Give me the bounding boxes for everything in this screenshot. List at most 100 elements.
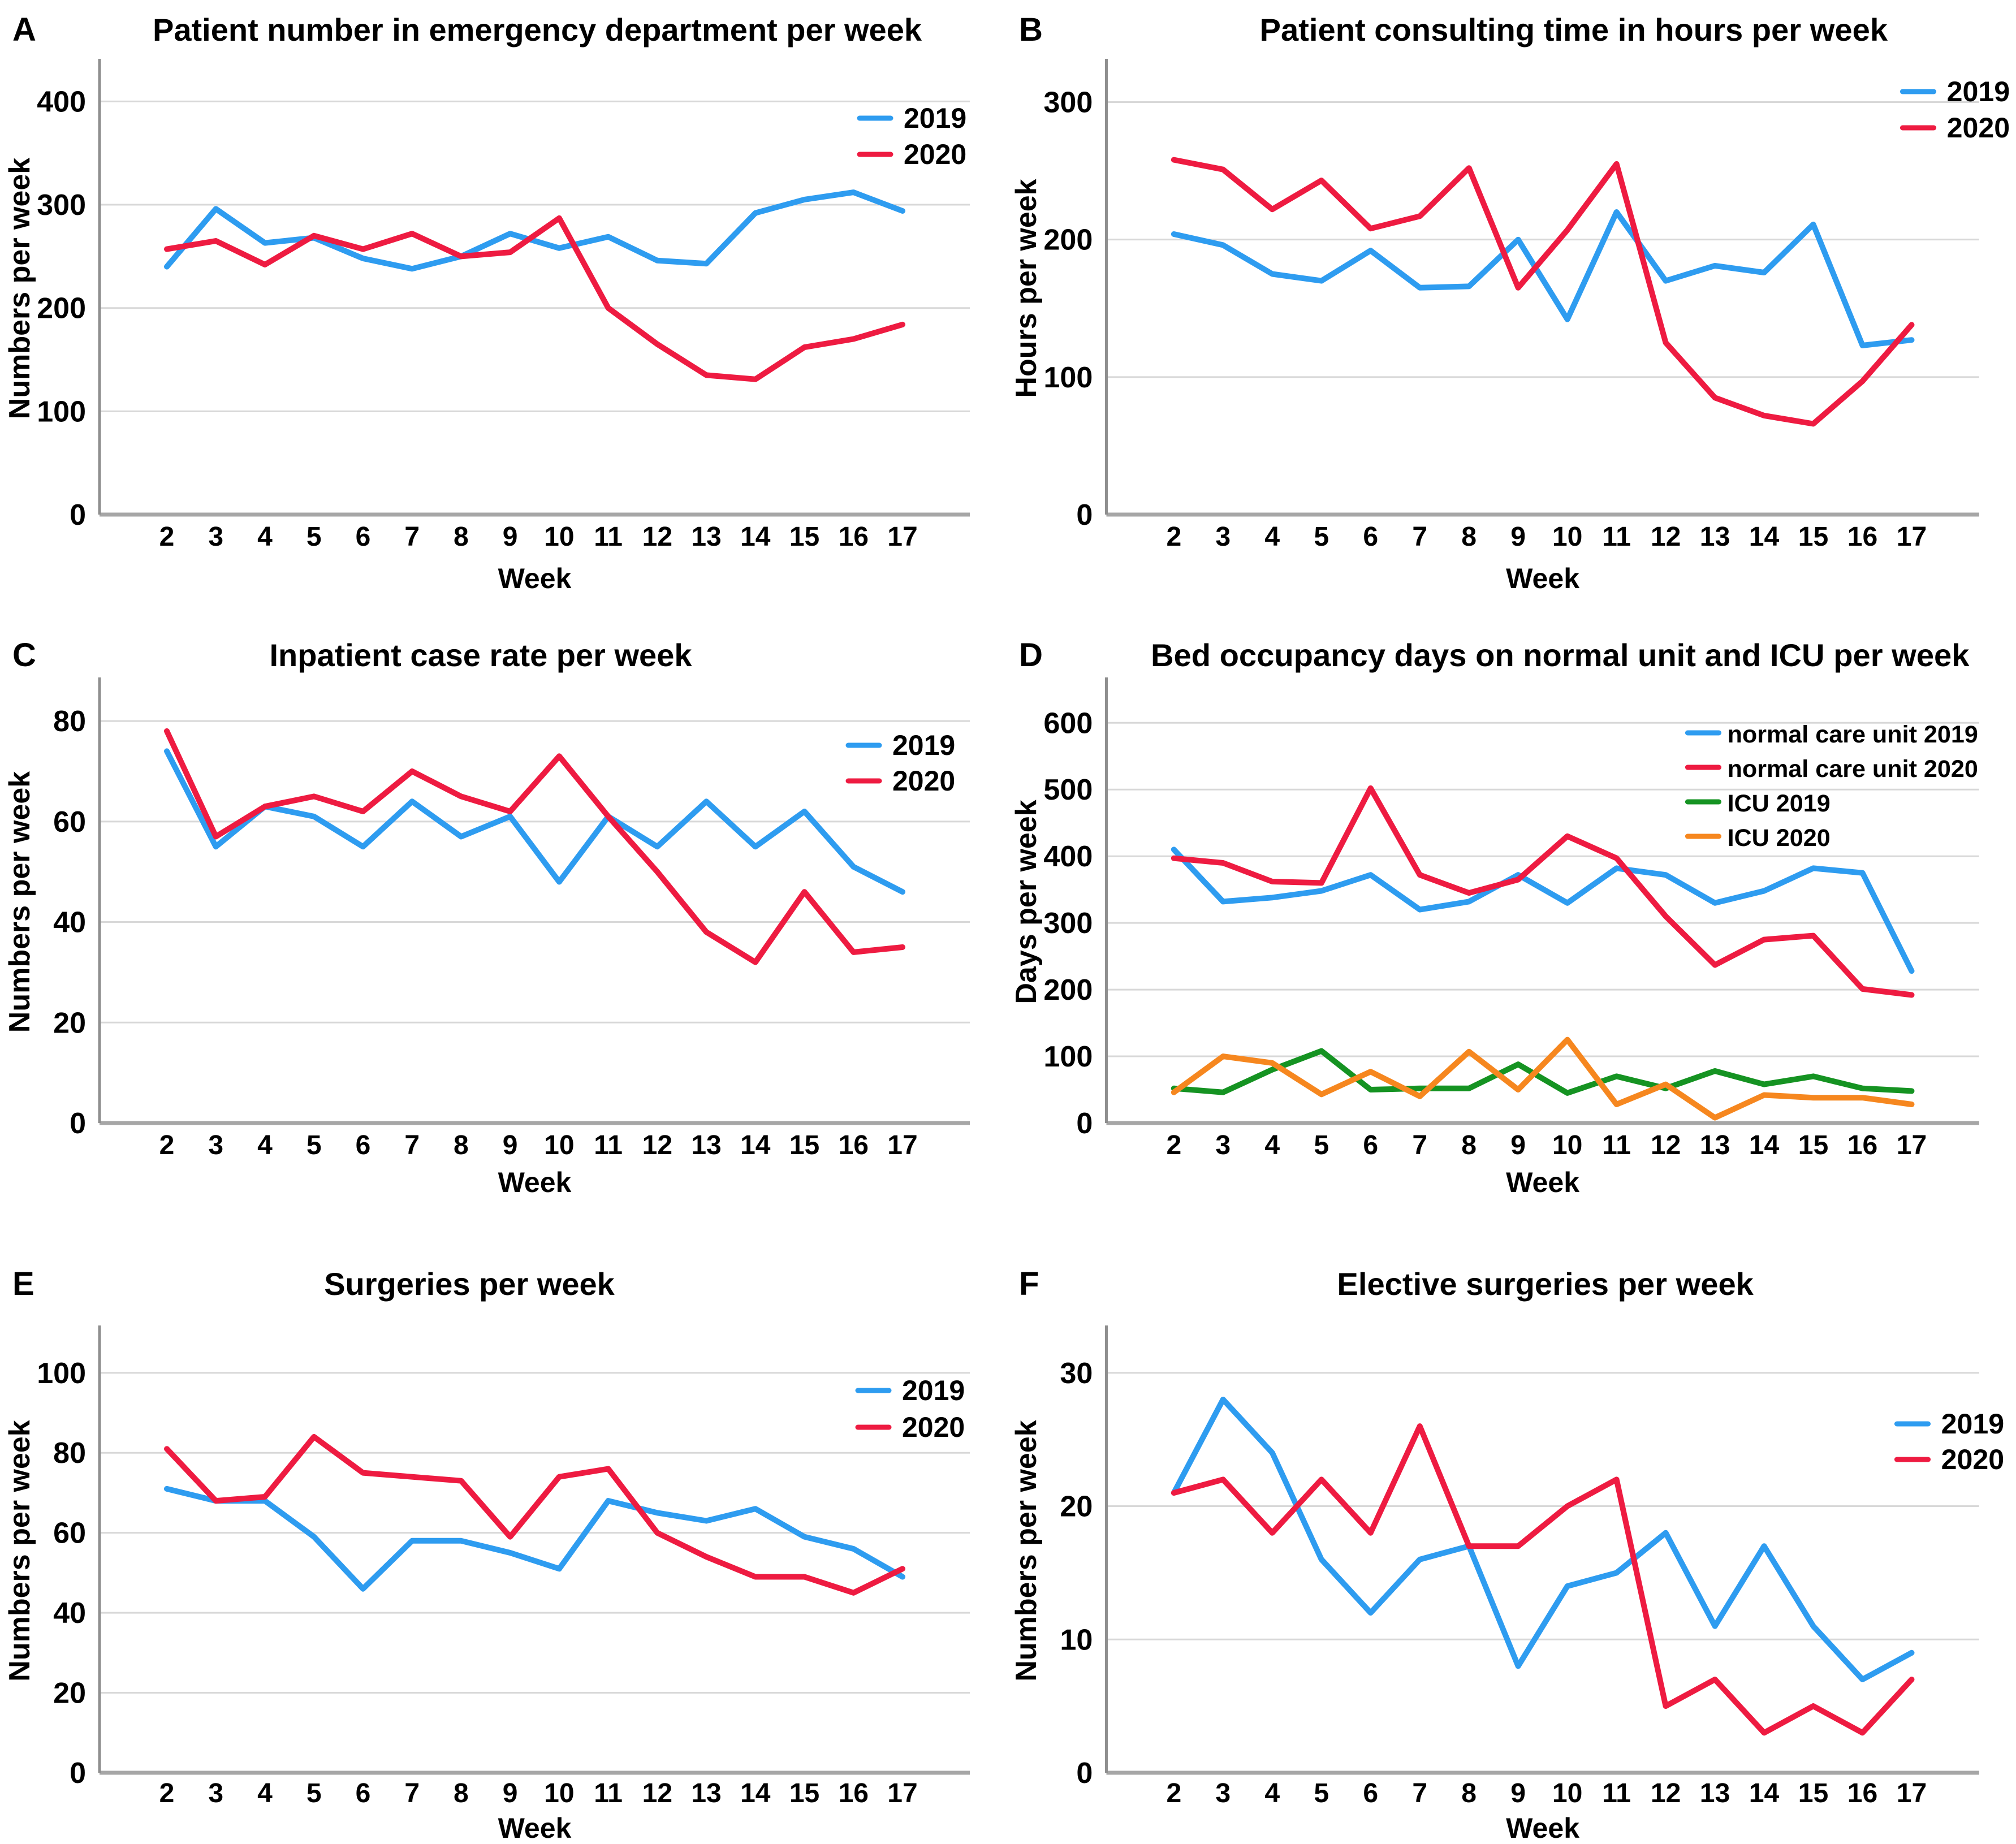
x-tick-label: 8 <box>1461 1778 1477 1808</box>
legend-label: 2020 <box>892 765 955 797</box>
x-tick-label: 9 <box>1510 521 1526 552</box>
x-tick-label: 3 <box>1215 521 1231 552</box>
x-tick-label: 11 <box>594 1778 623 1808</box>
x-tick-label: 12 <box>1651 1778 1681 1808</box>
x-tick-label: 2 <box>1166 521 1181 552</box>
legend-label: ICU 2019 <box>1728 790 1831 817</box>
x-tick-label: 10 <box>544 1130 574 1160</box>
x-tick-label: 17 <box>1897 1130 1927 1160</box>
x-tick-label: 13 <box>691 522 721 552</box>
y-axis-title: Hours per week <box>1010 179 1043 398</box>
legend: 2019 2020 <box>1894 1408 2005 1475</box>
legend-label: ICU 2020 <box>1728 824 1831 852</box>
series-line-icu-2020 <box>1171 1037 1915 1121</box>
legend-label: normal care unit 2019 <box>1728 721 1978 748</box>
x-tick-label: 3 <box>208 1130 223 1160</box>
y-tick-label: 40 <box>53 1597 86 1630</box>
x-tick-label: 7 <box>1412 1778 1427 1808</box>
x-tick-label: 8 <box>1461 1130 1477 1160</box>
x-tick-label: 7 <box>404 1778 420 1808</box>
chart-D: 0 100 200 300 400 500 600 2 3 4 5 6 7 8 9 10 11 12 13 14 15 1… <box>1010 637 1979 1198</box>
x-tick-label: 13 <box>691 1130 721 1160</box>
x-tick-label: 10 <box>544 522 574 552</box>
x-tick-label: 5 <box>306 522 322 552</box>
legend: 2019 2020 <box>855 1375 965 1443</box>
panel-F: 0 10 20 30 2 3 4 5 6 7 8 9 10 11 12 13 14 15 16 17 Week Numbe… <box>1007 1233 2016 1844</box>
x-tick-label: 9 <box>503 522 518 552</box>
legend-label: 2019 <box>902 1375 965 1406</box>
panel-B: 0 100 200 300 2 3 4 5 6 7 8 9 10 11 12 13 14 15 16 17 Week Ho… <box>1007 0 2016 616</box>
x-tick-label: 2 <box>159 1130 175 1160</box>
legend: normal care unit 2019 normal care unit 20… <box>1685 721 1978 852</box>
x-tick-label: 13 <box>1700 1130 1730 1160</box>
x-tick-label: 17 <box>1897 1778 1927 1808</box>
y-tick-label: 60 <box>53 806 86 839</box>
x-tick-label: 13 <box>1700 1778 1730 1808</box>
legend: 2019 2020 <box>1900 76 2010 144</box>
y-tick-label: 600 <box>1043 707 1093 740</box>
series-line-normal-care-unit-2019 <box>1171 847 1915 974</box>
panel-C: 0 20 40 60 80 2 3 4 5 6 7 8 9 10 11 12 13 14 15 16 17 Week Num… <box>0 616 1007 1233</box>
y-tick-label: 300 <box>37 189 86 222</box>
x-tick-label: 11 <box>594 522 623 552</box>
y-tick-label: 30 <box>1060 1357 1093 1390</box>
y-tick-label: 100 <box>1043 1040 1093 1073</box>
panel-title: Patient consulting time in hours per wee… <box>1260 12 1888 47</box>
x-tick-label: 12 <box>642 522 672 552</box>
x-tick-label: 14 <box>740 1778 771 1808</box>
chart-C: 0 20 40 60 80 2 3 4 5 6 7 8 9 10 11 12 13 14 15 16 17 Week Num… <box>3 637 970 1198</box>
x-tick-label: 14 <box>1749 521 1780 552</box>
x-tick-label: 4 <box>1264 521 1280 552</box>
x-tick-label: 13 <box>691 1778 721 1808</box>
y-tick-label: 100 <box>1043 361 1093 394</box>
y-tick-label: 300 <box>1043 907 1093 940</box>
y-tick-label: 40 <box>53 906 86 939</box>
series-line-2020 <box>164 215 905 382</box>
x-tick-label: 3 <box>208 1778 223 1808</box>
x-tick-label: 9 <box>1510 1778 1526 1808</box>
x-tick-label: 17 <box>887 522 917 552</box>
series-line-icu-2019 <box>1171 1048 1915 1096</box>
x-tick-label: 7 <box>404 522 420 552</box>
x-tick-label: 10 <box>544 1778 574 1808</box>
x-tick-label: 15 <box>789 1130 819 1160</box>
panel-title: Surgeries per week <box>324 1266 615 1302</box>
y-tick-label: 400 <box>1043 840 1093 873</box>
x-tick-label: 7 <box>404 1130 420 1160</box>
x-tick-label: 6 <box>356 522 371 552</box>
panel-letter: A <box>12 11 36 48</box>
x-tick-label: 2 <box>1166 1778 1181 1808</box>
x-tick-label: 10 <box>1552 521 1583 552</box>
x-tick-label: 4 <box>257 1778 273 1808</box>
x-tick-label: 12 <box>1651 521 1681 552</box>
legend-label: 2020 <box>902 1411 965 1443</box>
x-tick-label: 11 <box>1602 1778 1631 1808</box>
y-tick-label: 0 <box>1076 1107 1093 1140</box>
x-tick-label: 9 <box>503 1130 518 1160</box>
y-axis-title: Numbers per week <box>3 771 36 1033</box>
x-axis-title: Week <box>1506 563 1579 594</box>
y-tick-label: 0 <box>70 1107 86 1140</box>
y-tick-label: 100 <box>37 1357 86 1390</box>
x-tick-label: 8 <box>454 1130 469 1160</box>
x-tick-label: 14 <box>1749 1130 1780 1160</box>
panel-letter: E <box>12 1266 34 1302</box>
y-axis-title: Numbers per week <box>3 158 36 419</box>
y-tick-label: 20 <box>1060 1491 1093 1523</box>
y-tick-label: 400 <box>37 85 86 118</box>
x-tick-label: 11 <box>1602 1130 1631 1160</box>
legend-label: normal care unit 2020 <box>1728 755 1978 783</box>
legend-label: 2019 <box>1941 1408 2005 1440</box>
y-tick-label: 200 <box>37 292 86 325</box>
series-line-2019 <box>1171 209 1915 348</box>
x-axis-title: Week <box>498 563 572 594</box>
x-tick-label: 11 <box>1602 521 1631 552</box>
legend: 2019 2020 <box>845 729 955 797</box>
y-tick-label: 20 <box>53 1007 86 1039</box>
x-tick-label: 17 <box>1897 521 1927 552</box>
x-tick-label: 3 <box>1215 1130 1231 1160</box>
x-tick-label: 4 <box>1264 1778 1280 1808</box>
series-line-normal-care-unit-2020 <box>1171 785 1915 998</box>
x-tick-label: 8 <box>454 1778 469 1808</box>
